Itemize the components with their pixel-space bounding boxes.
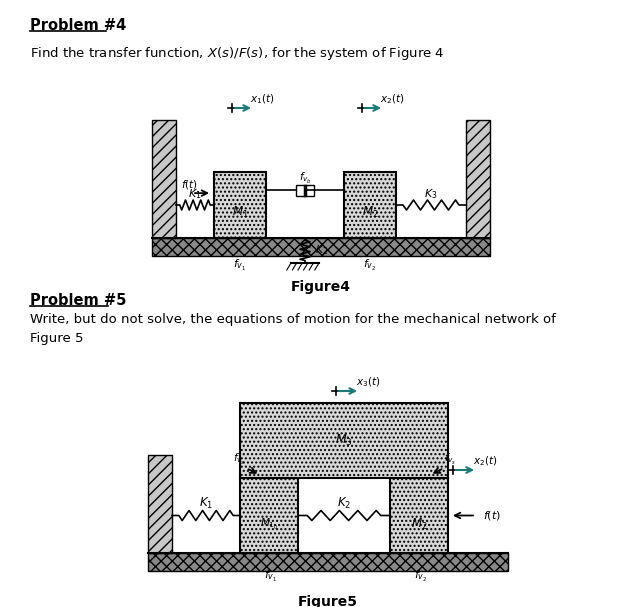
Text: Problem #4: Problem #4 bbox=[30, 18, 126, 33]
Text: $f_{v_1}$: $f_{v_1}$ bbox=[233, 258, 247, 273]
Bar bbox=[240, 478, 298, 553]
Text: $M_1$: $M_1$ bbox=[232, 205, 248, 220]
Text: $M_2$: $M_2$ bbox=[362, 205, 378, 220]
Text: $K_1$: $K_1$ bbox=[199, 496, 213, 511]
Text: $f_{v_1}$: $f_{v_1}$ bbox=[265, 569, 278, 584]
Text: Figure5: Figure5 bbox=[298, 595, 358, 607]
Text: $M_2$: $M_2$ bbox=[411, 517, 427, 532]
Text: $f_{v_s}$: $f_{v_s}$ bbox=[234, 452, 246, 467]
Bar bbox=[297, 185, 314, 196]
Text: $M_3$: $M_3$ bbox=[335, 433, 353, 448]
Text: Problem #5: Problem #5 bbox=[30, 293, 127, 308]
Bar bbox=[214, 172, 266, 238]
Bar bbox=[390, 478, 448, 553]
Text: $x_1(t)$: $x_1(t)$ bbox=[249, 92, 274, 106]
Text: $f(t)$: $f(t)$ bbox=[181, 178, 197, 191]
Text: $M_{1_0}$: $M_{1_0}$ bbox=[260, 517, 278, 532]
Text: $x_2(t)$: $x_2(t)$ bbox=[472, 454, 497, 468]
Bar bbox=[152, 120, 176, 238]
Bar bbox=[344, 172, 396, 238]
Text: Figure4: Figure4 bbox=[291, 280, 351, 294]
Bar bbox=[148, 455, 172, 553]
Text: Find the transfer function, $X(s)/F(s)$, for the system of Figure 4: Find the transfer function, $X(s)/F(s)$,… bbox=[30, 45, 445, 62]
Text: $f_{v_s}$: $f_{v_s}$ bbox=[444, 452, 457, 467]
Bar bbox=[148, 553, 508, 571]
Bar bbox=[152, 238, 490, 256]
Bar bbox=[240, 403, 448, 478]
Text: $f_{v_2}$: $f_{v_2}$ bbox=[364, 258, 377, 273]
Text: $x_3(t)$: $x_3(t)$ bbox=[356, 375, 381, 389]
Text: $K_1$: $K_1$ bbox=[188, 187, 202, 201]
Bar bbox=[466, 120, 490, 238]
Text: $f_{v_2}$: $f_{v_2}$ bbox=[415, 569, 428, 584]
Text: $K_2$: $K_2$ bbox=[315, 243, 328, 257]
Text: Write, but do not solve, the equations of motion for the mechanical network of
F: Write, but do not solve, the equations o… bbox=[30, 313, 556, 345]
Text: $K_2$: $K_2$ bbox=[337, 496, 351, 511]
Text: $f(t)$: $f(t)$ bbox=[483, 509, 501, 522]
Text: $f_{v_b}$: $f_{v_b}$ bbox=[299, 171, 311, 186]
Text: $x_2(t)$: $x_2(t)$ bbox=[380, 92, 404, 106]
Text: $K_3$: $K_3$ bbox=[424, 187, 438, 201]
